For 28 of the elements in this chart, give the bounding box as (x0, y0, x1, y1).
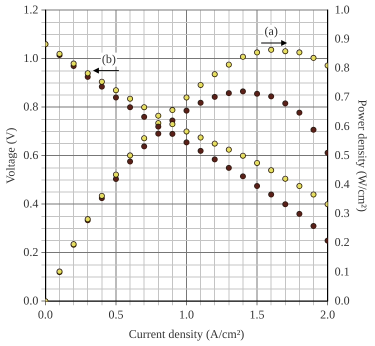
annotation: (b) (102, 52, 116, 66)
y-tick-label: 0.0 (23, 293, 38, 308)
y2-axis-title: Power density (W/cm²) (356, 100, 370, 212)
x-tick-label: 0.5 (108, 308, 124, 322)
y2-tick-label: 0.9 (334, 31, 350, 46)
y-tick-label: 0.6 (23, 148, 38, 162)
y-tick-label: 1.2 (23, 2, 38, 16)
y2-tick-label: 0.0 (334, 293, 350, 308)
y-tick-label: 1.0 (23, 50, 38, 65)
x-tick-label: 1.5 (250, 308, 265, 322)
x-axis-title: Current density (A/cm²) (128, 326, 244, 341)
y2-tick-label: 0.6 (334, 118, 350, 133)
y-axis-title: Voltage (V) (3, 128, 18, 184)
y2-tick-label: 0.2 (334, 235, 350, 250)
y2-tick-label: 0.5 (334, 148, 350, 162)
x-tick-label: 2.0 (320, 308, 336, 322)
y2-tick-label: 0.8 (334, 60, 350, 75)
y-tick-label: 0.4 (23, 196, 38, 210)
y2-tick-label: 0.3 (334, 206, 350, 220)
y2-tick-label: 0.4 (334, 176, 350, 191)
annotation: (a) (264, 24, 278, 38)
y2-tick-label: 0.1 (334, 264, 350, 278)
x-tick-label: 0.0 (38, 308, 53, 322)
y2-tick-label: 0.7 (334, 90, 350, 104)
y2-tick-label: 1.0 (334, 2, 350, 16)
x-tick-label: 1.0 (179, 308, 194, 322)
y-tick-label: 0.2 (23, 244, 38, 259)
y-tick-label: 0.8 (23, 99, 38, 114)
